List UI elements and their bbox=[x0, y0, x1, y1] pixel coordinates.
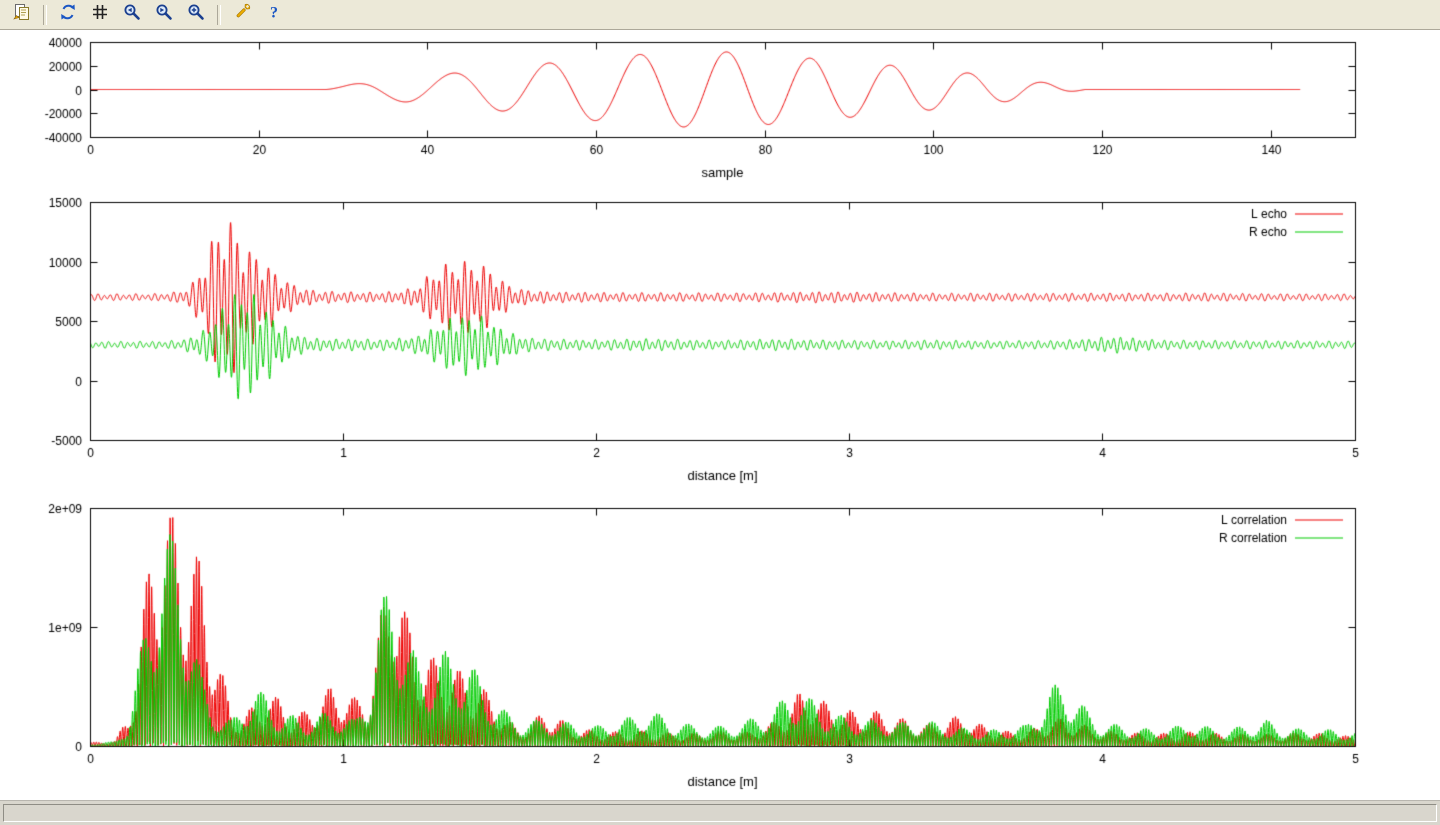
toolbar: ? bbox=[0, 0, 1440, 30]
waveform-chart[interactable] bbox=[0, 30, 1440, 192]
svg-text:?: ? bbox=[270, 5, 278, 22]
toolbar-separator bbox=[217, 4, 221, 25]
zoom-previous-button[interactable] bbox=[117, 1, 147, 29]
help-button[interactable]: ? bbox=[259, 1, 289, 29]
help-icon: ? bbox=[264, 2, 284, 27]
wrench-icon bbox=[232, 2, 252, 27]
copy-icon bbox=[12, 2, 32, 27]
autoscale-button[interactable] bbox=[181, 1, 211, 29]
toolbar-separator bbox=[43, 4, 47, 25]
echo-chart[interactable] bbox=[0, 192, 1440, 498]
plot-area bbox=[0, 30, 1440, 800]
grid-icon bbox=[90, 2, 110, 27]
zoom-reset-icon bbox=[186, 2, 206, 27]
zoom-next-button[interactable] bbox=[149, 1, 179, 29]
copy-to-clipboard-button[interactable] bbox=[7, 1, 37, 29]
replot-button[interactable] bbox=[53, 1, 83, 29]
zoom-next-icon bbox=[154, 2, 174, 27]
toggle-grid-button[interactable] bbox=[85, 1, 115, 29]
correlation-chart[interactable] bbox=[0, 498, 1440, 798]
configure-button[interactable] bbox=[227, 1, 257, 29]
status-bar bbox=[0, 800, 1440, 825]
status-text bbox=[3, 804, 1437, 822]
refresh-icon bbox=[58, 2, 78, 27]
zoom-previous-icon bbox=[122, 2, 142, 27]
